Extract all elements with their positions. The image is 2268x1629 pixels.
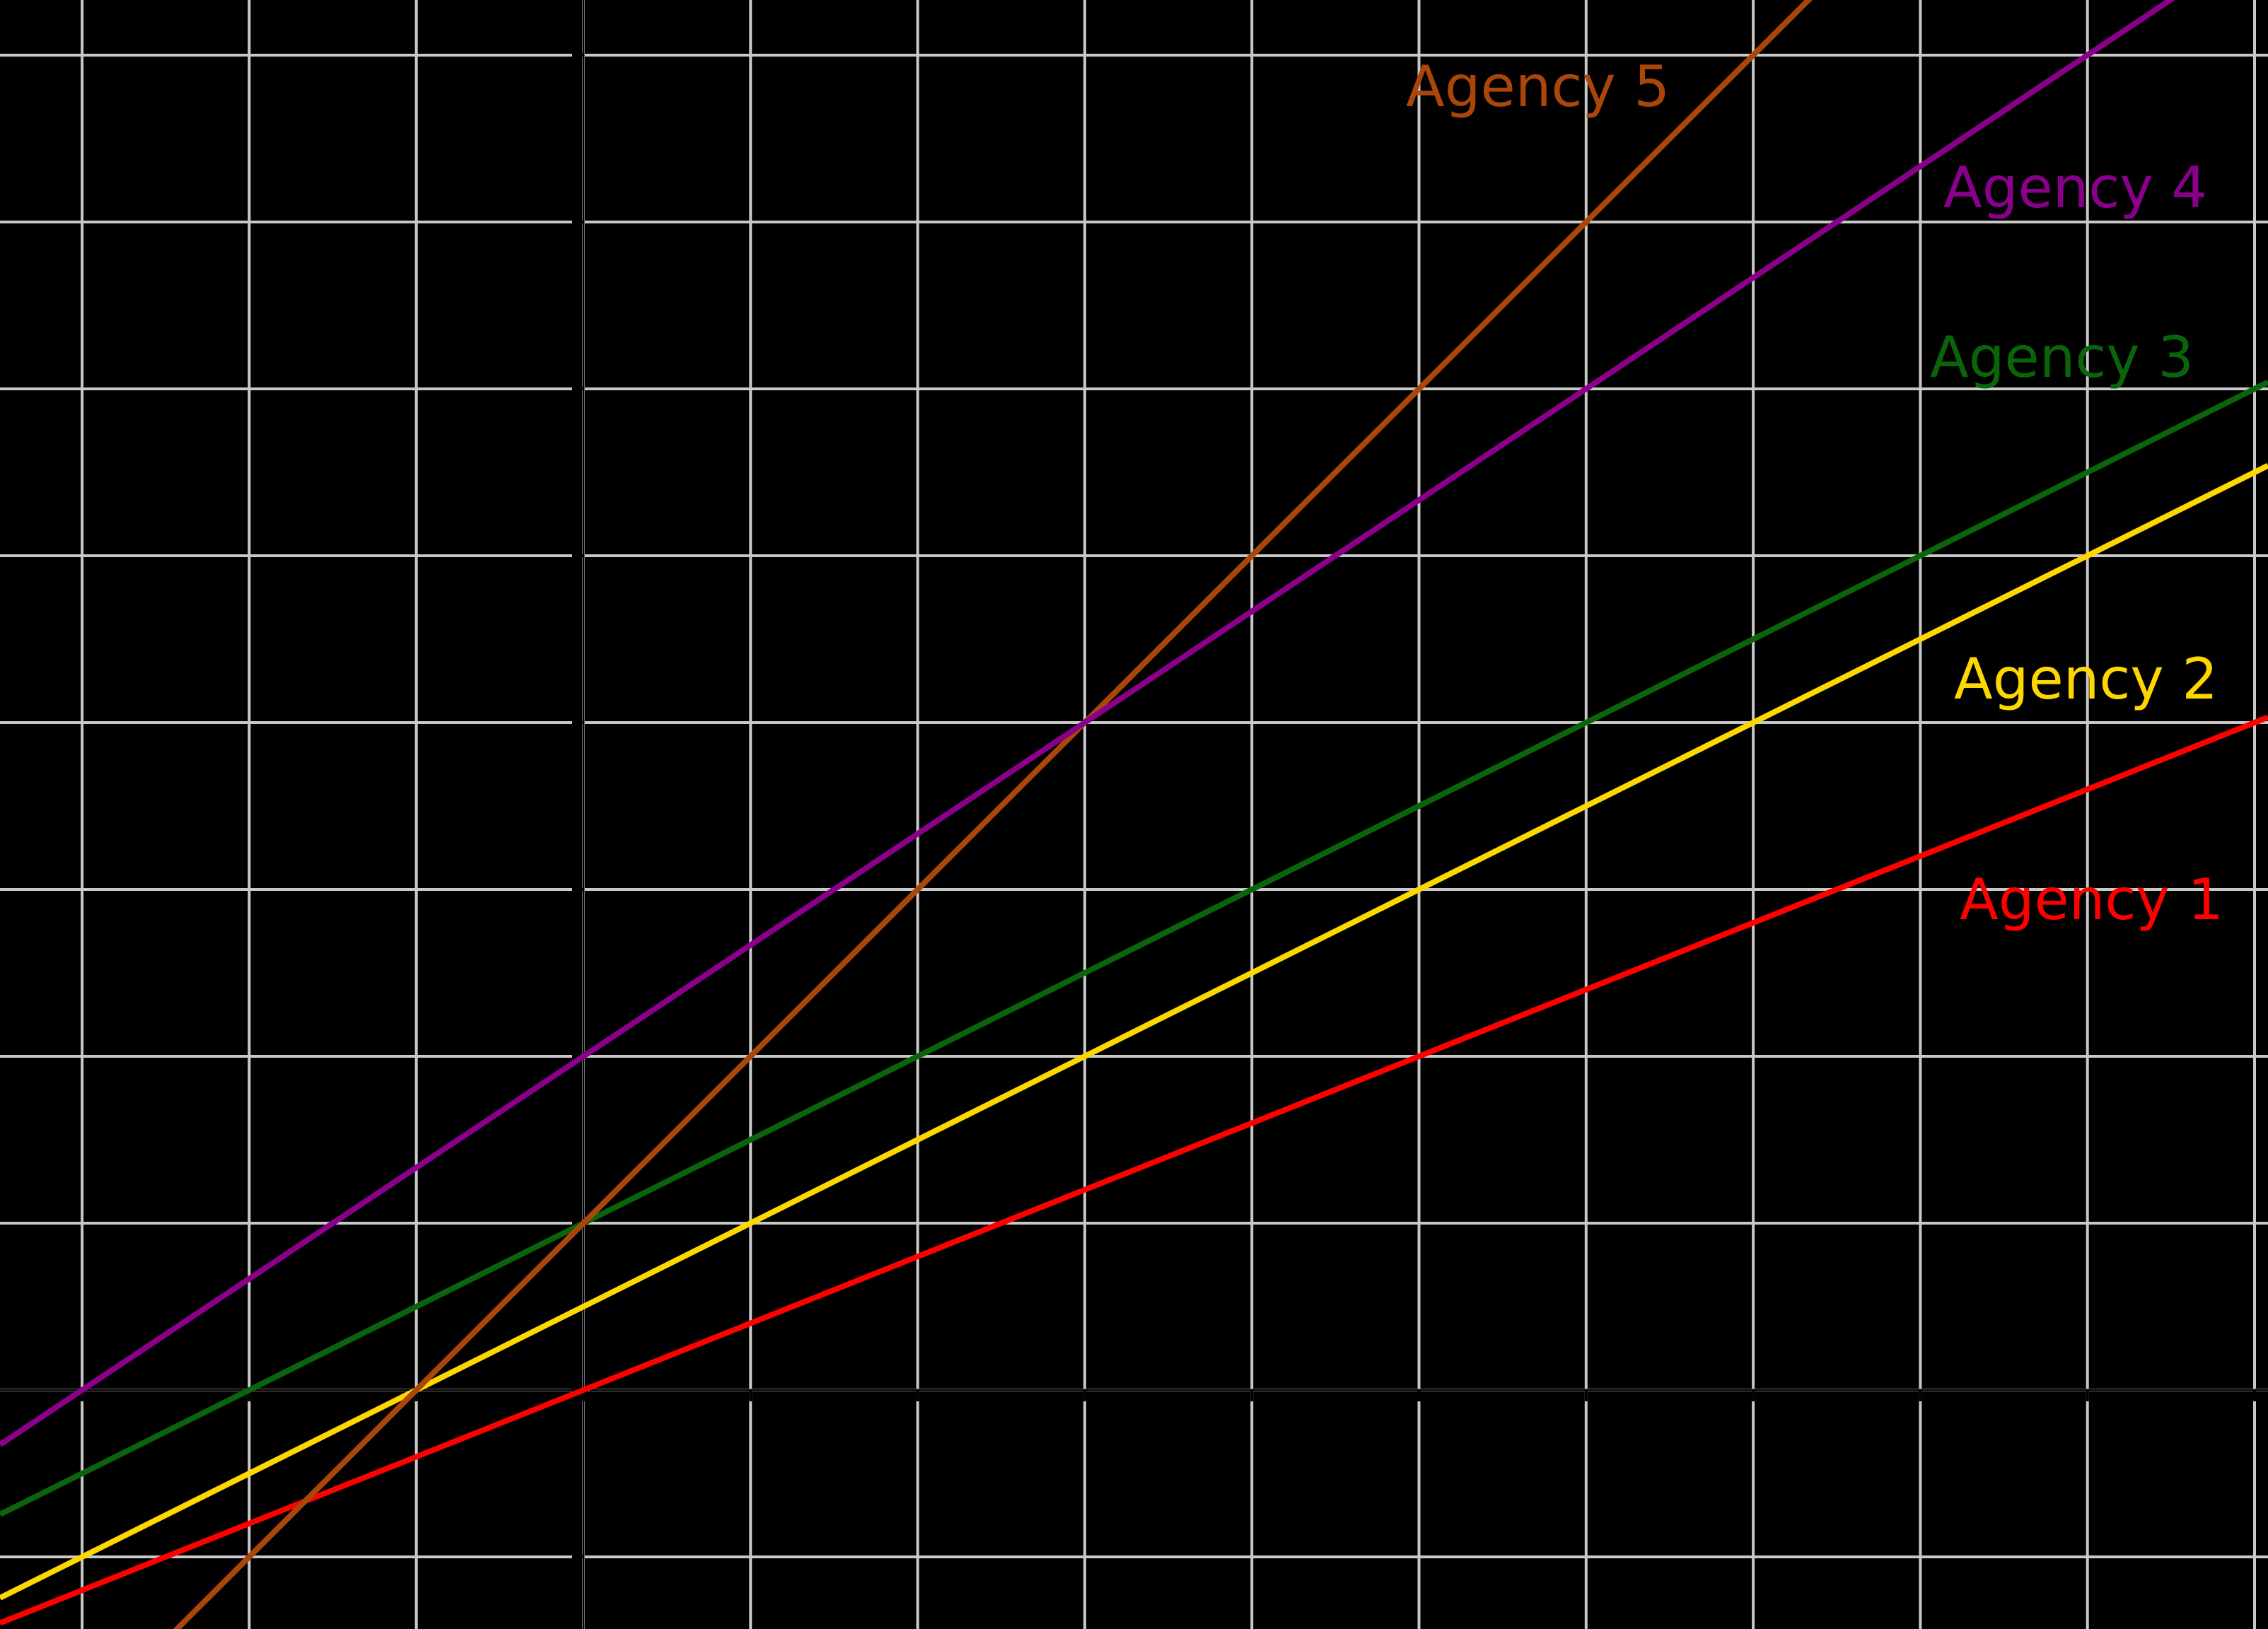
series-label-agency-5: Agency 5 bbox=[1406, 54, 1670, 119]
series-line-agency-1 bbox=[0, 714, 2268, 1626]
series-line-agency-3 bbox=[0, 379, 2268, 1517]
series-line-agency-2 bbox=[0, 462, 2268, 1601]
series-line-agency-4 bbox=[0, 0, 2175, 1447]
series-label-agency-4: Agency 4 bbox=[1943, 155, 2207, 221]
series-label-agency-2: Agency 2 bbox=[1954, 646, 2218, 712]
series-label-agency-3: Agency 3 bbox=[1930, 325, 2194, 390]
series-labels: Agency 5 Agency 4 Agency 3 Agency 2 Agency 1 bbox=[1406, 54, 2223, 933]
series-label-agency-1: Agency 1 bbox=[1960, 867, 2223, 933]
